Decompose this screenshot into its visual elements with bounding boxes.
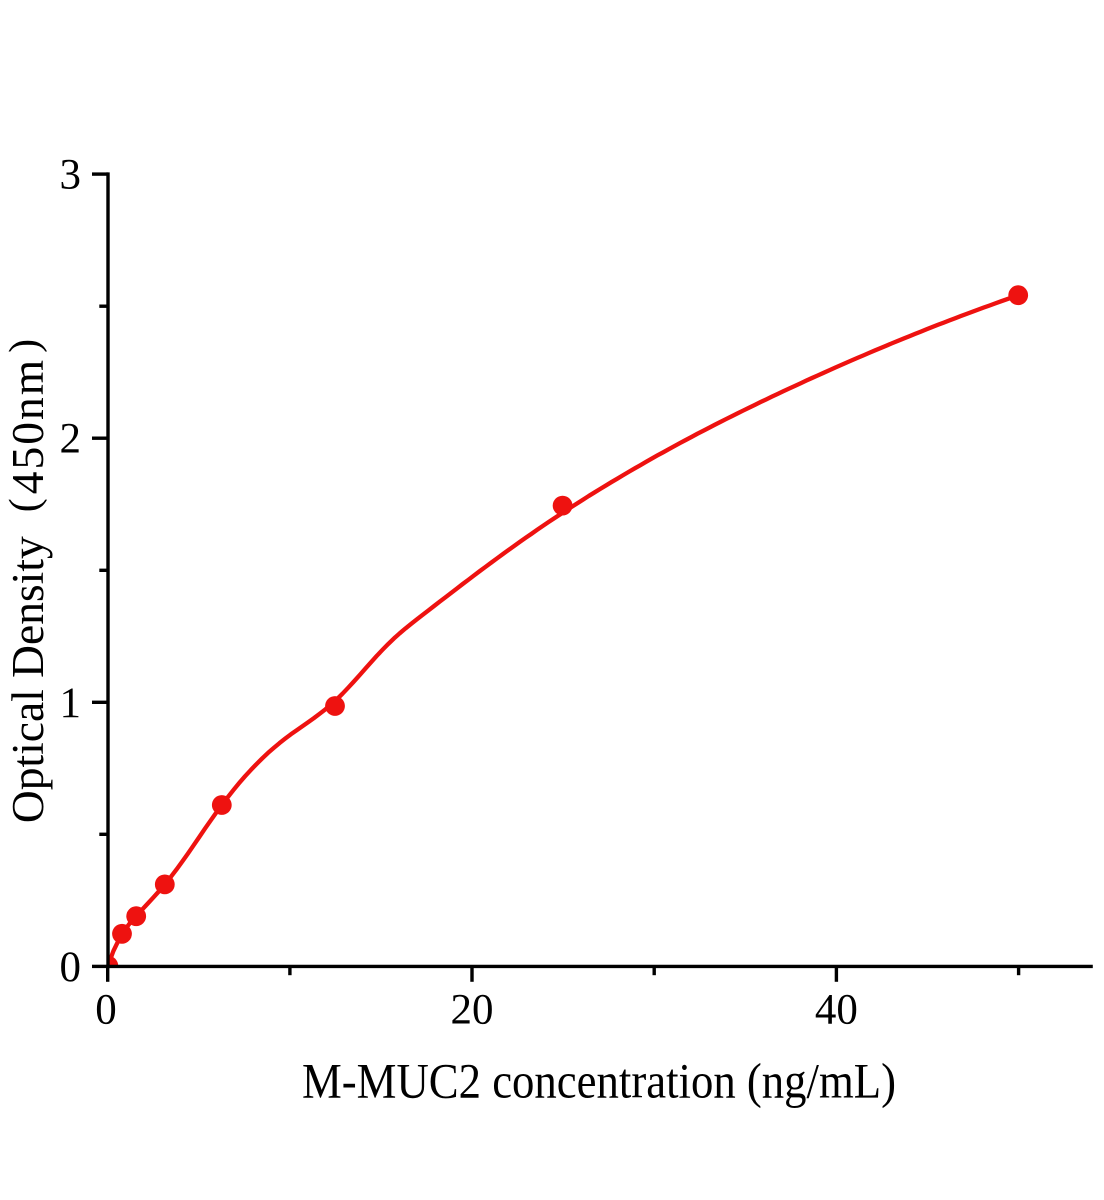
svg-text:Optical Density(450nm): Optical Density(450nm) (2, 339, 53, 823)
svg-text:0: 0 (95, 987, 117, 1034)
svg-text:3: 3 (60, 152, 82, 199)
svg-text:40: 40 (815, 987, 858, 1034)
svg-text:1: 1 (60, 680, 82, 727)
svg-text:M-MUC2 concentration (ng/mL): M-MUC2 concentration (ng/mL) (302, 1053, 896, 1109)
svg-text:20: 20 (451, 987, 494, 1034)
svg-text:2: 2 (60, 416, 82, 463)
svg-text:0: 0 (60, 944, 82, 991)
